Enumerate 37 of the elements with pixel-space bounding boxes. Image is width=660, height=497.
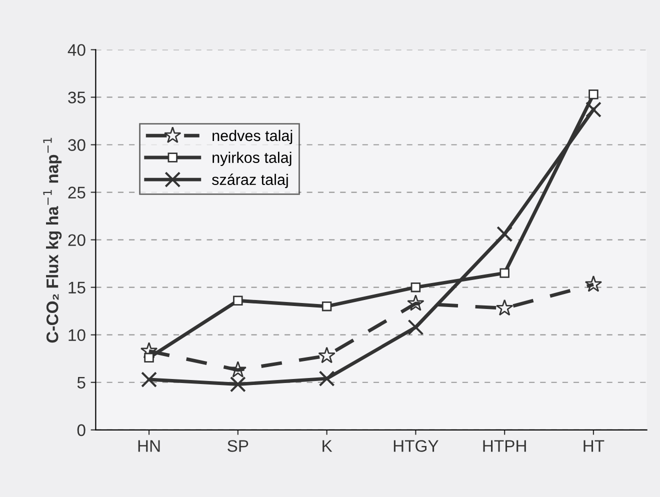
- point: [500, 268, 510, 278]
- point: [140, 342, 158, 358]
- point: [318, 346, 336, 364]
- y-axis-title: C-CO₂ Flux kg ha$^{−1}$ nap$^{−1}$: [43, 138, 62, 343]
- point: [496, 299, 514, 316]
- y-tick-label: 10: [68, 329, 86, 342]
- y-tick-label: 30: [68, 139, 86, 151]
- x-tick-label: HTPH: [483, 440, 526, 452]
- point: [144, 352, 154, 363]
- point: [584, 275, 602, 292]
- x-tick-label: HT: [584, 440, 604, 452]
- y-tick-label: 40: [68, 44, 86, 56]
- x-tick-label: K: [322, 440, 332, 452]
- x-tick-label: HN: [138, 440, 160, 452]
- point: [322, 301, 332, 312]
- y-tick-label: 20: [68, 234, 86, 246]
- point: [408, 319, 424, 336]
- point: [233, 296, 243, 306]
- point: [410, 282, 421, 292]
- point: [318, 370, 335, 387]
- point: [585, 102, 602, 118]
- y-tick-label: 15: [68, 282, 86, 294]
- y-tick-label: 35: [68, 92, 86, 104]
- point: [141, 372, 158, 388]
- legend-label: száraz talaj: [212, 174, 288, 188]
- y-tick-label: 0: [77, 424, 86, 436]
- y-tick-label: 5: [77, 376, 86, 389]
- y-tick-label: 25: [68, 186, 86, 198]
- x-tick-label: SP: [228, 440, 248, 452]
- point: [230, 376, 246, 392]
- point: [496, 226, 513, 242]
- legend-label: nedves talaj: [212, 130, 292, 144]
- legend-label: nyirkos talaj: [212, 152, 292, 166]
- point: [229, 360, 247, 378]
- x-tick-label: HTGY: [394, 440, 438, 452]
- point: [588, 90, 598, 100]
- point: [407, 294, 424, 311]
